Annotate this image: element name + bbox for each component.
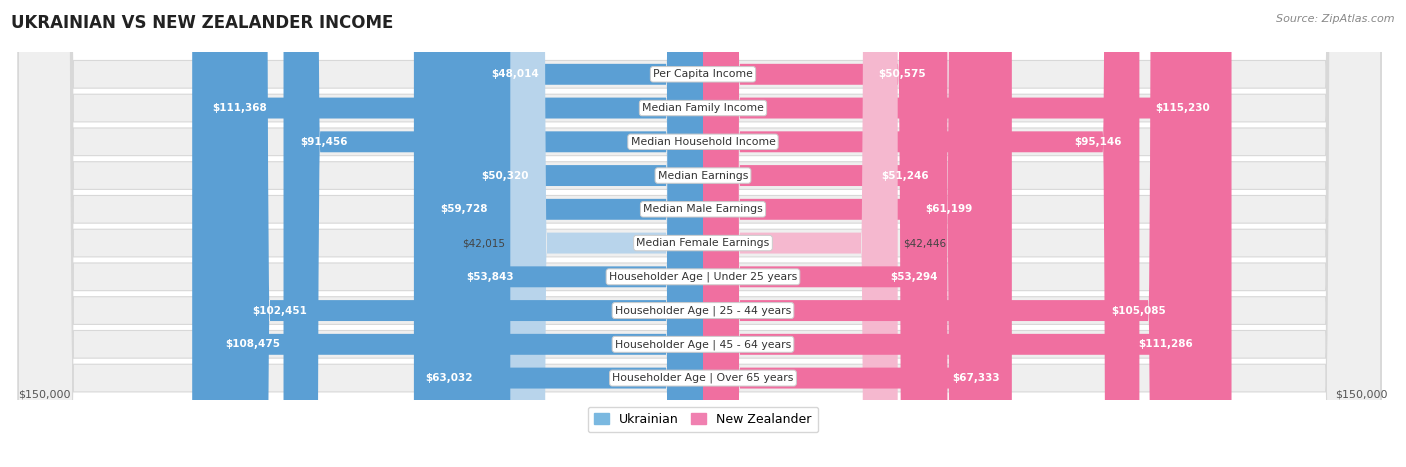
Text: Householder Age | Under 25 years: Householder Age | Under 25 years [609,272,797,282]
Text: $95,146: $95,146 [1074,137,1122,147]
Text: $108,475: $108,475 [225,340,280,349]
FancyBboxPatch shape [703,0,1012,467]
Text: Source: ZipAtlas.com: Source: ZipAtlas.com [1277,14,1395,24]
Text: Householder Age | 45 - 64 years: Householder Age | 45 - 64 years [614,339,792,350]
FancyBboxPatch shape [18,0,1381,467]
Text: Median Household Income: Median Household Income [630,137,776,147]
Text: $50,320: $50,320 [481,170,529,181]
Text: $59,728: $59,728 [440,204,488,214]
Text: Median Male Earnings: Median Male Earnings [643,204,763,214]
Text: $91,456: $91,456 [301,137,347,147]
Text: $53,843: $53,843 [465,272,513,282]
Text: $48,014: $48,014 [492,69,540,79]
Text: $51,246: $51,246 [882,170,928,181]
Legend: Ukrainian, New Zealander: Ukrainian, New Zealander [588,406,818,432]
FancyBboxPatch shape [703,0,1213,467]
FancyBboxPatch shape [18,0,1381,467]
Text: $63,032: $63,032 [426,373,472,383]
FancyBboxPatch shape [456,0,703,467]
Text: $150,000: $150,000 [18,389,70,399]
Text: UKRAINIAN VS NEW ZEALANDER INCOME: UKRAINIAN VS NEW ZEALANDER INCOME [11,14,394,32]
FancyBboxPatch shape [18,0,1381,467]
Text: Median Family Income: Median Family Income [643,103,763,113]
FancyBboxPatch shape [703,0,1139,467]
FancyBboxPatch shape [18,0,1381,467]
Text: $111,368: $111,368 [212,103,267,113]
FancyBboxPatch shape [703,0,1232,467]
FancyBboxPatch shape [233,0,703,467]
Text: $53,294: $53,294 [890,272,938,282]
Text: $105,085: $105,085 [1111,305,1166,316]
FancyBboxPatch shape [429,0,703,467]
FancyBboxPatch shape [510,0,703,467]
Text: $115,230: $115,230 [1156,103,1211,113]
FancyBboxPatch shape [18,0,1381,467]
FancyBboxPatch shape [193,0,703,467]
FancyBboxPatch shape [284,0,703,467]
FancyBboxPatch shape [703,0,948,467]
Text: Median Female Earnings: Median Female Earnings [637,238,769,248]
FancyBboxPatch shape [18,0,1381,467]
FancyBboxPatch shape [482,0,703,467]
Text: Median Earnings: Median Earnings [658,170,748,181]
FancyBboxPatch shape [413,0,703,467]
Text: $42,446: $42,446 [903,238,946,248]
Text: $61,199: $61,199 [925,204,973,214]
Text: Per Capita Income: Per Capita Income [652,69,754,79]
Text: $111,286: $111,286 [1139,340,1194,349]
FancyBboxPatch shape [472,0,703,467]
FancyBboxPatch shape [703,0,935,467]
Text: $50,575: $50,575 [879,69,925,79]
Text: Householder Age | Over 65 years: Householder Age | Over 65 years [612,373,794,383]
FancyBboxPatch shape [18,0,1381,467]
Text: $42,015: $42,015 [461,238,505,248]
Text: $67,333: $67,333 [952,373,1000,383]
Text: $102,451: $102,451 [252,305,307,316]
FancyBboxPatch shape [703,0,1185,467]
Text: $150,000: $150,000 [1336,389,1388,399]
FancyBboxPatch shape [18,0,1381,467]
FancyBboxPatch shape [703,0,938,467]
FancyBboxPatch shape [703,0,984,467]
FancyBboxPatch shape [205,0,703,467]
FancyBboxPatch shape [703,0,897,467]
FancyBboxPatch shape [18,0,1381,467]
FancyBboxPatch shape [18,0,1381,467]
Text: Householder Age | 25 - 44 years: Householder Age | 25 - 44 years [614,305,792,316]
